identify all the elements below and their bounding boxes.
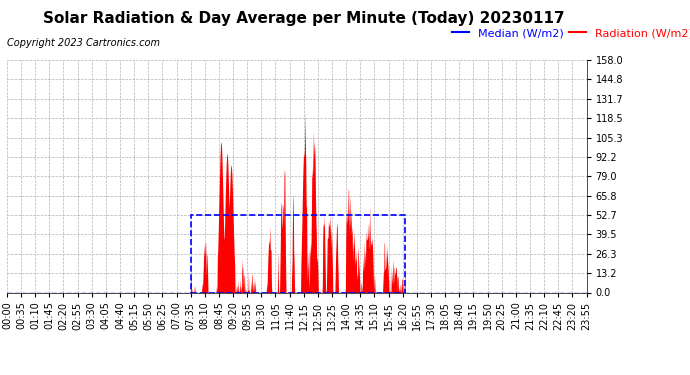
Text: Copyright 2023 Cartronics.com: Copyright 2023 Cartronics.com: [7, 38, 160, 48]
Text: Solar Radiation & Day Average per Minute (Today) 20230117: Solar Radiation & Day Average per Minute…: [43, 11, 564, 26]
Bar: [190, 215, 405, 292]
Legend: Median (W/m2), Radiation (W/m2): Median (W/m2), Radiation (W/m2): [448, 24, 690, 43]
